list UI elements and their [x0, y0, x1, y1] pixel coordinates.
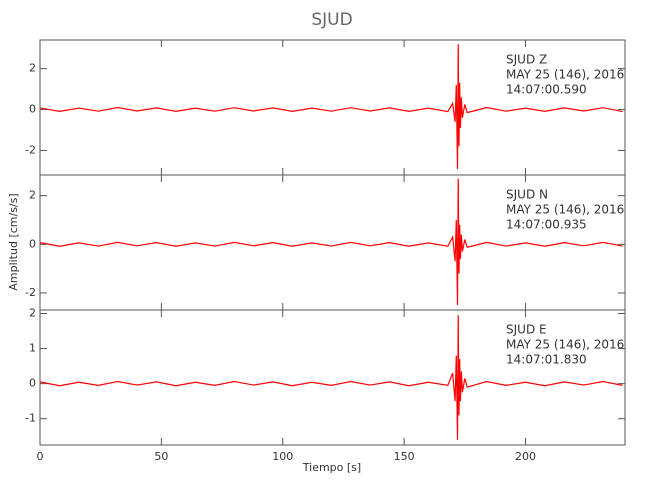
annotation: SJUD N: [506, 188, 548, 202]
waveform: [39, 178, 623, 306]
waveform: [39, 44, 623, 169]
x-tick-label: 150: [394, 450, 415, 463]
annotation: 14:07:01.830: [506, 353, 587, 367]
x-tick-label: 200: [515, 450, 536, 463]
annotation: MAY 25 (146), 2016: [506, 203, 624, 217]
y-tick-label: 0: [29, 377, 36, 390]
chart-title: SJUD: [311, 10, 352, 30]
annotation: MAY 25 (146), 2016: [506, 68, 624, 82]
annotation: 14:07:00.935: [506, 218, 587, 232]
y-tick-label: 2: [29, 307, 36, 320]
annotation: SJUD E: [506, 323, 547, 337]
y-tick-label: -2: [25, 286, 36, 299]
annotation: SJUD Z: [506, 53, 547, 67]
annotation: 14:07:00.590: [506, 83, 587, 97]
y-tick-label: 2: [29, 62, 36, 75]
x-axis-label: Tiempo [s]: [302, 461, 361, 474]
y-tick-label: 0: [29, 237, 36, 250]
x-tick-label: 100: [272, 450, 293, 463]
y-tick-label: 2: [29, 189, 36, 202]
y-tick-label: 0: [29, 103, 36, 116]
y-axis-label: Amplitud [cm/s/s]: [7, 193, 20, 290]
y-tick-label: -2: [25, 143, 36, 156]
y-tick-label: -1: [25, 412, 36, 425]
annotation: MAY 25 (146), 2016: [506, 338, 624, 352]
y-tick-label: 1: [29, 342, 36, 355]
x-tick-label: 50: [154, 450, 168, 463]
panel-frame: [39, 309, 626, 446]
x-tick-label: 0: [37, 450, 44, 463]
waveform: [39, 315, 623, 440]
